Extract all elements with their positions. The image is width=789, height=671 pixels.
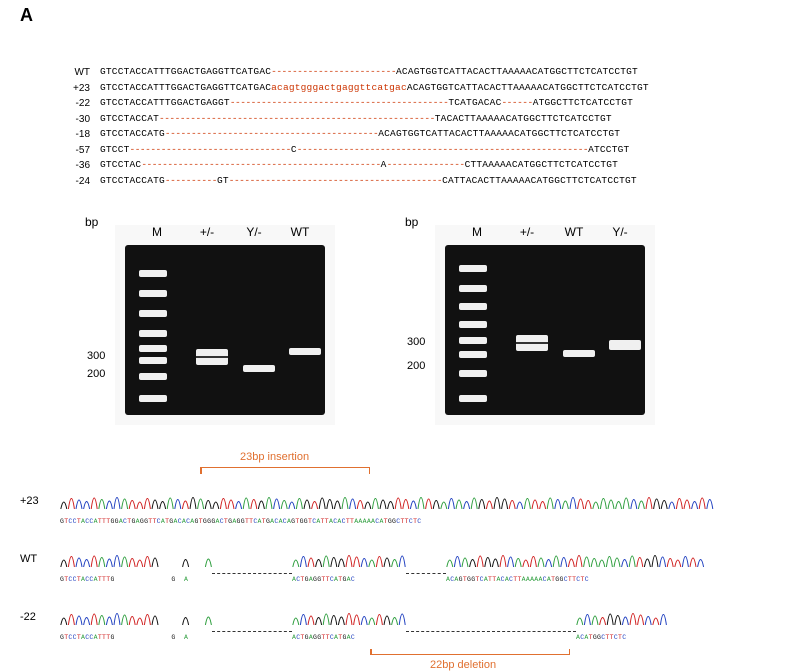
bp-label: bp	[85, 215, 98, 229]
tick-label: 200	[87, 368, 105, 380]
chrom-row: -22GTCCTACCATTTG G AACTGAGGTTCATGACACATG…	[60, 591, 740, 641]
insertion-label: 23bp insertion	[240, 451, 309, 463]
chrom-seq: G A	[159, 634, 188, 641]
chrom-seq: GTCCTACCATTTG	[60, 576, 115, 583]
ladder-band	[139, 373, 167, 380]
ladder-band	[139, 310, 167, 317]
gap-line	[406, 573, 446, 574]
gap-line	[406, 631, 576, 632]
alignment-row: -24GTCCTACCATG----------GT--------------…	[60, 174, 649, 190]
gel-image	[445, 245, 645, 415]
alignment-label: -22	[60, 96, 100, 112]
sequence-alignment: WTGTCCTACCATTTGGACTGAGGTTCATGAC---------…	[60, 65, 649, 189]
band	[516, 335, 548, 351]
gap-line	[212, 631, 292, 632]
lane-label: WT	[285, 225, 315, 239]
alignment-row: +23GTCCTACCATTTGGACTGAGGTTCATGACacagtggg…	[60, 81, 649, 97]
chrom-seq: GTCCTACCATTTG	[60, 634, 115, 641]
chrom-label: +23	[20, 495, 39, 507]
chrom-seq: ACAGTGGTCATTACACTTAAAAACATGGCTTCTC	[446, 576, 589, 583]
lane-label: +/-	[512, 225, 542, 239]
lane-label: +/-	[192, 225, 222, 239]
gel-right: bp M+/-WTY/- 300200	[435, 225, 655, 425]
chrom-trace	[159, 537, 212, 567]
ladder-band	[139, 270, 167, 277]
chrom-trace	[60, 537, 159, 567]
lane-label: M	[142, 225, 172, 239]
chrom-seq: ACTGAGGTTCATGAC	[292, 634, 355, 641]
ladder-band	[459, 337, 487, 344]
ladder-band	[139, 395, 167, 402]
alignment-seq: GTCCTACCATTTGGACTGAGGT------------------…	[100, 96, 633, 112]
band	[289, 348, 321, 355]
chromatogram-section: 23bp insertion +23GTCCTACCATTTGGACTGAGGT…	[60, 475, 740, 649]
ladder-band	[459, 321, 487, 328]
alignment-label: -57	[60, 143, 100, 159]
chrom-trace	[576, 595, 667, 625]
chrom-trace	[292, 595, 406, 625]
insertion-bracket	[200, 467, 370, 468]
alignment-seq: GTCCTAC---------------------------------…	[100, 158, 618, 174]
ladder-band	[459, 303, 487, 310]
alignment-row: WTGTCCTACCATTTGGACTGAGGTTCATGAC---------…	[60, 65, 649, 81]
chrom-row: +23GTCCTACCATTTGGACTGAGGTTCATGACACAGTGGG…	[60, 475, 740, 525]
ladder-band	[459, 265, 487, 272]
chrom-label: -22	[20, 611, 36, 623]
lane-label: WT	[559, 225, 589, 239]
alignment-row: -18GTCCTACCATG--------------------------…	[60, 127, 649, 143]
alignment-seq: GTCCTACCATG-----------------------------…	[100, 127, 620, 143]
bp-label: bp	[405, 215, 418, 229]
alignment-seq: GTCCT-------------------------------C---…	[100, 143, 629, 159]
band	[196, 349, 228, 365]
alignment-seq: GTCCTACCATG----------GT-----------------…	[100, 174, 637, 190]
alignment-label: +23	[60, 81, 100, 97]
ladder-band	[139, 345, 167, 352]
ladder-band	[139, 290, 167, 297]
alignment-row: -22GTCCTACCATTTGGACTGAGGT---------------…	[60, 96, 649, 112]
gap-line	[212, 573, 292, 574]
chrom-row: WTGTCCTACCATTTG G AACTGAGGTTCATGACACAGTG…	[60, 533, 740, 583]
alignment-seq: GTCCTACCAT------------------------------…	[100, 112, 612, 128]
chrom-trace	[292, 537, 406, 567]
band	[563, 350, 595, 357]
chrom-trace	[60, 595, 159, 625]
chrom-trace	[159, 595, 212, 625]
alignment-label: WT	[60, 65, 100, 81]
tick-label: 200	[407, 360, 425, 372]
ladder-band	[139, 357, 167, 364]
chrom-trace	[446, 537, 704, 567]
chrom-seq: GTCCTACCATTTGGACTGAGGTTCATGACACAGTGGGACT…	[60, 518, 421, 525]
ladder-band	[459, 370, 487, 377]
alignment-row: -57GTCCT-------------------------------C…	[60, 143, 649, 159]
ladder-band	[459, 395, 487, 402]
deletion-label: 22bp deletion	[430, 659, 496, 671]
ladder-band	[459, 285, 487, 292]
tick-label: 300	[407, 336, 425, 348]
panel-label: A	[20, 5, 33, 26]
alignment-seq: GTCCTACCATTTGGACTGAGGTTCATGACacagtgggact…	[100, 81, 649, 97]
lane-label: Y/-	[605, 225, 635, 239]
chrom-trace	[60, 479, 714, 509]
chrom-seq: ACATGGCTTCTC	[576, 634, 626, 641]
tick-label: 300	[87, 350, 105, 362]
chrom-label: WT	[20, 553, 37, 565]
alignment-label: -30	[60, 112, 100, 128]
alignment-row: -36GTCCTAC------------------------------…	[60, 158, 649, 174]
chrom-seq: G A	[159, 576, 188, 583]
deletion-bracket	[370, 654, 570, 655]
gel-image	[125, 245, 325, 415]
chrom-seq: ACTGAGGTTCATGAC	[292, 576, 355, 583]
alignment-label: -36	[60, 158, 100, 174]
alignment-row: -30GTCCTACCAT---------------------------…	[60, 112, 649, 128]
ladder-band	[139, 330, 167, 337]
alignment-label: -18	[60, 127, 100, 143]
band	[243, 365, 275, 372]
lane-label: M	[462, 225, 492, 239]
alignment-seq: GTCCTACCATTTGGACTGAGGTTCATGAC-----------…	[100, 65, 638, 81]
ladder-band	[459, 351, 487, 358]
gel-left: bp M+/-Y/-WT 300200	[115, 225, 335, 425]
lane-label: Y/-	[239, 225, 269, 239]
alignment-label: -24	[60, 174, 100, 190]
band	[609, 340, 641, 350]
